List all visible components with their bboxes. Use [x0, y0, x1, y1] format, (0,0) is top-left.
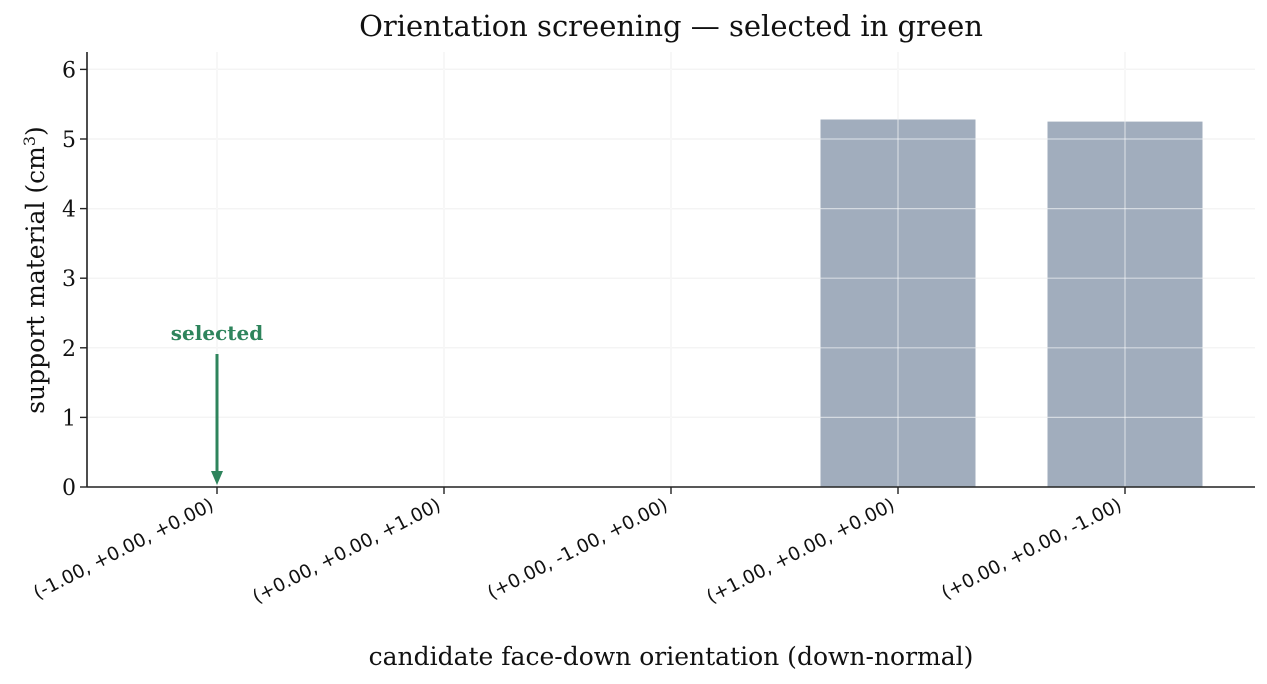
- y-axis-label: support material (cm3): [20, 126, 51, 414]
- y-axis-label-main: support material (cm: [21, 146, 50, 414]
- y-tick-label: 3: [62, 267, 76, 292]
- x-tick-label: (-1.00, +0.00, +0.00): [30, 495, 217, 604]
- x-axis-label: candidate face-down orientation (down-no…: [369, 642, 974, 671]
- bars: [820, 119, 1203, 488]
- selected-annotation-label: selected: [171, 321, 263, 345]
- selected-annotation: selected: [171, 321, 263, 485]
- y-tick-label: 1: [62, 406, 76, 431]
- x-ticks: (-1.00, +0.00, +0.00) (+0.00, +0.00, +1.0…: [30, 487, 1126, 608]
- chart-title: Orientation screening — selected in gree…: [359, 9, 983, 43]
- y-tick-label: 0: [62, 476, 76, 501]
- x-tick-label: (+0.00, -1.00, +0.00): [484, 495, 671, 604]
- y-axis-label-suffix: ): [21, 126, 50, 136]
- y-tick-label: 5: [62, 128, 76, 153]
- x-tick-label: (+0.00, +0.00, -1.00): [938, 495, 1125, 604]
- y-tick-label: 2: [62, 337, 76, 362]
- x-tick-label: (+0.00, +0.00, +1.00): [249, 495, 444, 608]
- y-tick-label: 6: [62, 58, 76, 83]
- x-tick-label: (+1.00, +0.00, +0.00): [703, 495, 898, 608]
- y-axis-label-superscript: 3: [20, 136, 39, 146]
- y-ticks: 0 1 2 3 4 5 6: [62, 58, 87, 501]
- selected-arrow-head: [211, 471, 223, 485]
- y-tick-label: 4: [62, 198, 76, 223]
